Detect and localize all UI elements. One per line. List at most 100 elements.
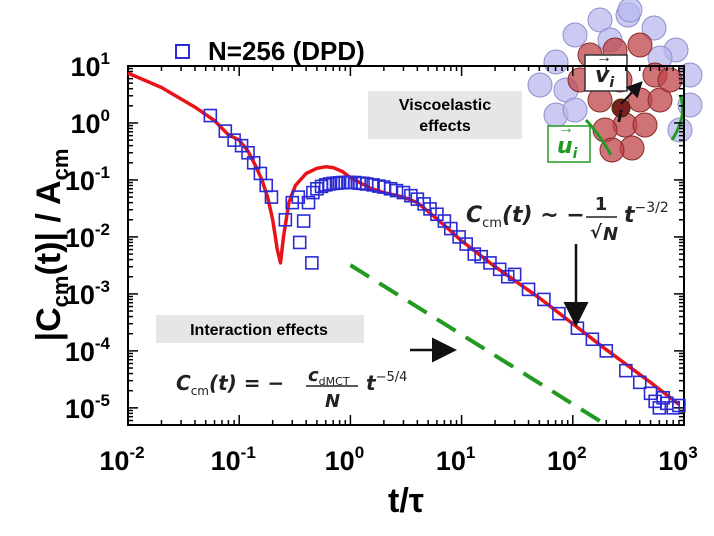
data-point xyxy=(492,262,507,277)
inset-particle-red xyxy=(627,32,653,58)
x-tick-label: 101 xyxy=(436,443,476,476)
data-point xyxy=(537,292,551,307)
data-point xyxy=(585,332,600,347)
data-point xyxy=(305,256,319,270)
y-tick-label: 10-5 xyxy=(65,391,110,424)
interaction-note: Interaction effects xyxy=(190,322,328,339)
inset-particle-red xyxy=(632,112,658,138)
svg-text:Ccm(t) ~ −: Ccm(t) ~ − xyxy=(466,203,585,231)
x-tick-label: 103 xyxy=(658,443,698,476)
data-point xyxy=(632,375,647,390)
legend-marker xyxy=(175,44,190,59)
data-point xyxy=(292,235,307,250)
inset-particle-blue xyxy=(641,15,667,41)
data-point xyxy=(218,124,233,138)
y-axis-title-prefix: |C xyxy=(30,307,68,341)
viscoelastic-note-line2: effects xyxy=(419,118,471,135)
particle-inset: vi → i ui → xyxy=(527,0,703,163)
inset-u-label: u xyxy=(557,134,573,159)
y-axis-title-sub: cm xyxy=(48,276,73,308)
data-point xyxy=(396,185,411,200)
eq-lower-num-c: c xyxy=(308,365,319,386)
data-point xyxy=(264,190,279,204)
legend-label: N=256 (DPD) xyxy=(208,36,365,66)
y-tick-label: 10-4 xyxy=(65,334,111,367)
eq-upper-exp: −3/2 xyxy=(635,200,669,216)
data-point xyxy=(467,247,482,261)
x-tick-label: 100 xyxy=(325,443,365,476)
inset-particle-red xyxy=(657,67,683,93)
y-tick-label: 10-1 xyxy=(65,163,110,196)
eq-upper-tt: t xyxy=(624,203,636,228)
lower-equation: Ccm(t) = − cdMCT N t−5/4 xyxy=(176,365,407,412)
inset-u-arrow-glyph: → xyxy=(558,120,574,137)
eq-upper-num: 1 xyxy=(595,194,608,215)
eq-lower-c: C xyxy=(176,371,191,395)
data-point xyxy=(652,401,667,415)
data-point xyxy=(619,363,633,378)
data-point xyxy=(459,237,474,251)
data-point xyxy=(389,183,404,198)
svg-text:Ccm(t) = −: Ccm(t) = − xyxy=(176,371,284,398)
data-point xyxy=(318,178,333,192)
x-tick-label: 10-1 xyxy=(211,443,256,476)
eq-lower-exp: −5/4 xyxy=(376,370,408,385)
svg-text:t−3/2: t−3/2 xyxy=(624,200,669,228)
inset-particle-red xyxy=(647,87,673,113)
eq-upper-den: N xyxy=(603,224,618,245)
upper-equation: Ccm(t) ~ − 1 √ N t−3/2 xyxy=(466,194,669,245)
inset-i-label: i xyxy=(617,107,623,126)
eq-upper-t: (t) ~ − xyxy=(502,203,585,228)
x-tick-label: 10-2 xyxy=(99,443,144,476)
slope-guide-line xyxy=(349,263,608,427)
inset-particle-blue xyxy=(527,72,553,98)
x-tick-label: 102 xyxy=(547,443,587,476)
data-point xyxy=(521,282,536,297)
eq-lower-den: N xyxy=(325,391,340,412)
svg-text:ui: ui xyxy=(557,134,578,162)
viscoelastic-note-box xyxy=(368,91,522,139)
viscoelastic-note-line1: Viscoelastic xyxy=(399,97,491,114)
data-point xyxy=(301,195,316,210)
interaction-note-box xyxy=(156,315,364,343)
axis-ticks xyxy=(127,66,684,425)
data-point xyxy=(203,108,218,123)
eq-lower-t: (t) = − xyxy=(209,371,284,395)
series-layer xyxy=(127,71,686,427)
data-point xyxy=(672,398,686,413)
inset-v-label-box xyxy=(584,54,628,92)
eq-lower-cm: cm xyxy=(191,384,209,398)
inset-particle-blue xyxy=(562,97,588,123)
x-tick-labels: 10-2 10-1 100 101 102 103 xyxy=(99,443,697,476)
inset-particle-blue xyxy=(562,22,588,48)
data-point xyxy=(507,267,522,282)
svg-text:t−5/4: t−5/4 xyxy=(366,370,407,395)
inset-v-arrow-glyph: → xyxy=(596,49,612,66)
y-axis-title-mid: (t)| / A xyxy=(30,180,68,275)
eq-upper-cm: cm xyxy=(482,216,502,231)
inset-particle-blue xyxy=(587,7,613,33)
y-tick-label: 10-2 xyxy=(65,220,110,253)
inset-tagged-particle xyxy=(611,98,631,118)
data-point xyxy=(452,230,466,244)
inset-v-sub: i xyxy=(609,75,614,91)
inset-velocity-arrow xyxy=(620,81,643,105)
inset-velocity-curve-right xyxy=(670,94,685,141)
y-tick-labels: 101 100 10-1 10-2 10-3 10-4 10-5 xyxy=(65,49,111,424)
y-axis-title: |Ccm(t)| / Acm xyxy=(30,149,73,342)
y-tick-label: 101 xyxy=(70,49,110,82)
inset-particle-blue xyxy=(617,0,643,23)
eq-upper-sqrt: √ xyxy=(590,222,603,243)
y-tick-label: 100 xyxy=(70,106,110,139)
svg-text:cdMCT: cdMCT xyxy=(308,365,350,388)
y-axis-title-sub2: cm xyxy=(48,149,73,181)
data-point xyxy=(296,214,311,228)
data-point xyxy=(278,212,293,227)
data-point xyxy=(599,344,614,358)
data-point xyxy=(500,269,515,284)
y-tick-label: 10-3 xyxy=(65,277,110,310)
inset-velocity-curve-left xyxy=(584,118,613,156)
eq-upper-c: C xyxy=(466,203,482,228)
x-axis-title: t/τ xyxy=(388,482,424,520)
